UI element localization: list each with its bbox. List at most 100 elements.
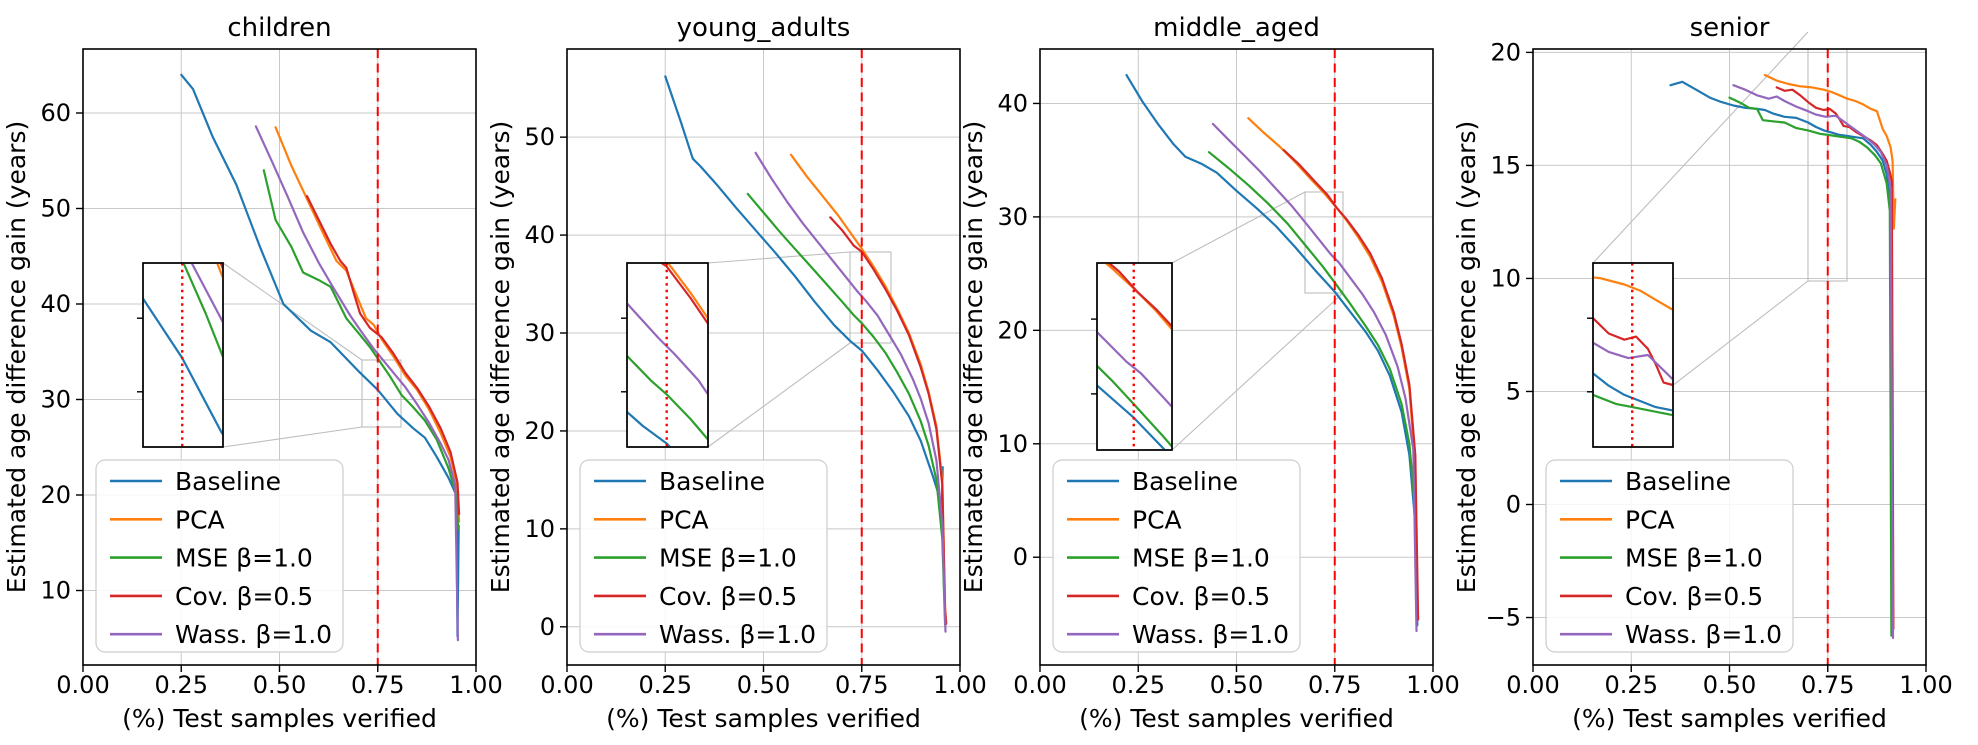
legend-label: PCA [1132, 505, 1182, 534]
x-tick-label: 0.25 [1112, 671, 1165, 699]
subplot-title: senior [1690, 13, 1770, 43]
inset-connector-line [222, 426, 363, 448]
series-line-cov-0-5 [305, 195, 461, 516]
series-line-baseline [180, 73, 460, 638]
subplot-title: children [227, 13, 331, 43]
legend: Baseline PCA MSE β=1.0 Cov. β=0.5 Wass. β=1.… [95, 459, 344, 653]
subplot-title: middle_aged [1153, 13, 1320, 43]
series-line-wass-1-0 [754, 151, 947, 633]
series-line-cov-0-5 [1775, 86, 1895, 630]
series-line-wass-1-0 [254, 125, 459, 642]
series-line-cov-0-5 [1282, 148, 1420, 621]
legend-label: PCA [659, 505, 709, 534]
y-tick-label: 15 [1490, 151, 1521, 179]
legend-label: Baseline [1625, 467, 1731, 496]
legend-label: MSE β=1.0 [175, 544, 313, 573]
legend: Baseline PCA MSE β=1.0 Cov. β=0.5 Wass. β=1.… [579, 459, 828, 653]
legend-label: MSE β=1.0 [659, 544, 797, 573]
legend-label: Cov. β=0.5 [1625, 582, 1763, 611]
subplot-middle-aged: 0.00 0.25 0.50 0.75 1.00 0 10 20 30 40 middle_aged… [959, 13, 1460, 733]
inset-frame-border [626, 262, 709, 448]
inset-connector-line [1171, 191, 1306, 264]
subplot-young-adults: 0.00 0.25 0.50 0.75 1.00 0 10 20 30 40 50 young_adu… [486, 13, 987, 733]
series-line-cov-0-5 [829, 216, 948, 626]
inset-frame-border [1592, 262, 1674, 448]
y-tick-label: 0 [1013, 543, 1028, 571]
legend-label: Baseline [175, 467, 281, 496]
series-line-mse-1-0 [1207, 151, 1418, 616]
x-tick-label: 0.50 [737, 671, 790, 699]
y-tick-label: 10 [524, 515, 555, 543]
inset-connector-line [707, 342, 851, 448]
legend-box [1545, 459, 1794, 653]
x-tick-label: 0.75 [1801, 671, 1854, 699]
series-line-baseline [1669, 80, 1894, 635]
legend-label: Wass. β=1.0 [659, 620, 816, 649]
legend-label: Wass. β=1.0 [1625, 620, 1782, 649]
x-tick-label: 0.50 [1703, 671, 1756, 699]
x-tick-label: 0.75 [1308, 671, 1361, 699]
inset-frame-border [1096, 262, 1173, 451]
y-tick-label: 10 [1490, 264, 1521, 292]
y-tick-label: 40 [997, 89, 1028, 117]
inset-axes [621, 262, 709, 448]
x-tick-label: 0.75 [835, 671, 888, 699]
y-tick-label: 30 [524, 319, 555, 347]
y-tick-label: 20 [40, 481, 71, 509]
inset-axes [1091, 262, 1173, 451]
legend-label: Cov. β=0.5 [175, 582, 313, 611]
legend: Baseline PCA MSE β=1.0 Cov. β=0.5 Wass. β=1.… [1545, 459, 1794, 653]
inset-series-line-baseline [143, 296, 223, 437]
y-tick-label: 20 [524, 417, 555, 445]
inset-series-line-pca [1103, 263, 1172, 331]
y-tick-label: 60 [40, 99, 71, 127]
inset-frame [626, 262, 709, 448]
y-tick-label: −5 [1486, 604, 1521, 632]
y-tick-label: 40 [40, 290, 71, 318]
y-tick-label: 20 [1490, 38, 1521, 66]
x-tick-label: 0.00 [1013, 671, 1066, 699]
legend-label: Wass. β=1.0 [175, 620, 332, 649]
series-line-wass-1-0 [1732, 84, 1895, 640]
x-tick-label: 0.00 [56, 671, 109, 699]
legend-box [95, 459, 344, 653]
legend-box [1052, 459, 1301, 653]
inset-series-line-wass-1-0 [627, 301, 708, 397]
y-tick-label: 50 [524, 123, 555, 151]
y-tick-label: 50 [40, 194, 71, 222]
inset-series-line-wass-1-0 [1097, 330, 1172, 409]
inset-connector-line [1592, 31, 1809, 264]
y-tick-label: 30 [40, 385, 71, 413]
inset-frame-border [142, 262, 224, 448]
inset-connector-line [1171, 292, 1344, 451]
legend-box [579, 459, 828, 653]
inset-series-line-mse-1-0 [1593, 393, 1673, 417]
x-axis-label: (%) Test samples verified [122, 704, 437, 733]
x-tick-label: 0.00 [540, 671, 593, 699]
series-line-mse-1-0 [746, 192, 947, 626]
x-axis-label: (%) Test samples verified [606, 704, 921, 733]
y-tick-label: 0 [540, 613, 555, 641]
inset-axes [137, 262, 224, 448]
y-axis-label: Estimated age difference gain (years) [959, 121, 988, 593]
legend-label: PCA [175, 505, 225, 534]
inset-series-line-wass-1-0 [1593, 341, 1673, 382]
x-tick-label: 1.00 [1406, 671, 1459, 699]
inset-series-line-mse-1-0 [1097, 364, 1172, 449]
y-tick-label: 10 [997, 430, 1028, 458]
x-tick-label: 1.00 [449, 671, 502, 699]
legend-label: MSE β=1.0 [1132, 544, 1270, 573]
inset-series-line-cov-0-5 [1593, 316, 1673, 387]
inset-axes [1587, 262, 1674, 448]
x-tick-label: 0.00 [1506, 671, 1559, 699]
y-tick-label: 5 [1506, 377, 1521, 405]
inset-series-line-mse-1-0 [627, 354, 708, 442]
legend-label: MSE β=1.0 [1625, 544, 1763, 573]
x-tick-label: 0.25 [1605, 671, 1658, 699]
y-tick-label: 20 [997, 316, 1028, 344]
x-axis-label: (%) Test samples verified [1079, 704, 1394, 733]
inset-frame [142, 262, 224, 448]
legend-label: Baseline [659, 467, 765, 496]
series-line-baseline [1125, 73, 1419, 627]
